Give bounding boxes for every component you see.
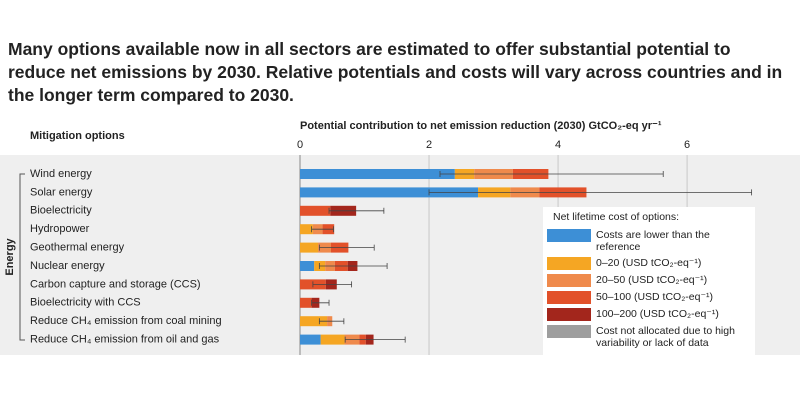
bar-segment xyxy=(300,169,455,179)
bar-segment xyxy=(300,242,319,253)
error-bar xyxy=(311,226,334,233)
legend-label: 0–20 (USD tCO₂-eq⁻¹) xyxy=(596,257,702,269)
legend: Net lifetime cost of options: Costs are … xyxy=(543,207,755,355)
x-tick-label: 4 xyxy=(555,139,561,151)
legend-label: 20–50 (USD tCO₂-eq⁻¹) xyxy=(596,274,708,286)
legend-swatch xyxy=(547,325,591,338)
category-label: Hydropower xyxy=(30,223,90,235)
error-bar xyxy=(344,336,406,343)
error-bar xyxy=(439,171,664,177)
error-bar xyxy=(328,207,385,214)
category-label: Geothermal energy xyxy=(30,242,125,254)
category-label: Carbon capture and storage (CCS) xyxy=(30,278,201,290)
bar-segment xyxy=(300,205,331,216)
legend-swatch xyxy=(547,229,591,242)
bar-segment xyxy=(300,224,313,235)
category-label: Reduce CH₄ emission from coal mining xyxy=(30,315,222,327)
legend-entry: 0–20 (USD tCO₂-eq⁻¹) xyxy=(543,255,755,272)
legend-entry: 100–200 (USD tCO₂-eq⁻¹) xyxy=(543,306,755,323)
legend-swatch xyxy=(547,274,591,287)
legend-entry: 50–100 (USD tCO₂-eq⁻¹) xyxy=(543,289,755,306)
bar-segment xyxy=(300,297,312,308)
bar-segment xyxy=(300,334,321,345)
legend-label: 50–100 (USD tCO₂-eq⁻¹) xyxy=(596,291,713,303)
category-label: Nuclear energy xyxy=(30,260,105,272)
error-bar xyxy=(318,318,345,325)
x-tick-label: 2 xyxy=(426,139,432,151)
title: Many options available now in all sector… xyxy=(8,39,783,105)
error-bar xyxy=(318,244,375,251)
bar-segment xyxy=(300,316,328,327)
bar-segment xyxy=(300,187,479,198)
x-tick-label: 6 xyxy=(684,139,690,151)
error-bar xyxy=(311,299,330,306)
legend-swatch xyxy=(547,308,591,321)
error-bar xyxy=(428,189,753,196)
legend-title: Net lifetime cost of options: xyxy=(553,211,680,223)
legend-swatch xyxy=(547,257,591,270)
legend-swatch xyxy=(547,291,591,304)
category-label: Bioelectricity with CCS xyxy=(30,297,141,309)
x-axis-label: Potential contribution to net emission r… xyxy=(300,120,662,132)
legend-label: 100–200 (USD tCO₂-eq⁻¹) xyxy=(596,308,719,320)
group-label: Energy xyxy=(4,237,16,275)
bar-segment xyxy=(320,334,345,345)
category-label: Bioelectricity xyxy=(30,205,92,217)
category-axis-label: Mitigation options xyxy=(30,130,125,142)
x-tick-label: 0 xyxy=(297,139,303,151)
legend-label: Cost not allocated due to high variabili… xyxy=(596,325,735,349)
legend-entry: Costs are lower than the reference xyxy=(543,227,755,255)
error-bar xyxy=(312,281,353,288)
legend-entry: Cost not allocated due to high variabili… xyxy=(543,323,755,351)
legend-entry: 20–50 (USD tCO₂-eq⁻¹) xyxy=(543,272,755,289)
category-label: Reduce CH₄ emission from oil and gas xyxy=(30,334,220,346)
category-label: Solar energy xyxy=(30,186,93,198)
group-bracket xyxy=(19,173,25,341)
error-bar xyxy=(318,263,388,269)
category-label: Wind energy xyxy=(30,168,92,180)
bar-segment xyxy=(300,261,315,271)
legend-label: Costs are lower than the reference xyxy=(596,229,710,253)
